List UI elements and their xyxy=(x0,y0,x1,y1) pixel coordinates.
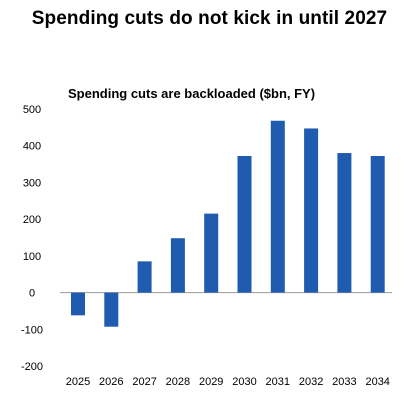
y-axis: -200 -100 0 100 200 300 400 500 xyxy=(21,104,43,373)
x-tick-label: 2029 xyxy=(199,376,223,388)
bar-2028 xyxy=(170,238,185,293)
bar-2031 xyxy=(270,120,285,293)
y-tick-label: 300 xyxy=(23,177,41,189)
x-tick-label: 2028 xyxy=(166,376,190,388)
y-tick-label: -100 xyxy=(21,324,43,336)
x-tick-label: 2027 xyxy=(132,376,156,388)
bar-2033 xyxy=(337,153,352,293)
x-tick-label: 2025 xyxy=(66,376,90,388)
x-axis: 2025 2026 2027 2028 2029 2030 2031 2032 2033 2034 xyxy=(66,376,390,388)
page-title: Spending cuts do not kick in until 2027 xyxy=(31,8,388,29)
bar-2030 xyxy=(237,155,252,293)
y-tick-label: 200 xyxy=(23,214,41,226)
x-tick-label: 2033 xyxy=(332,376,356,388)
x-tick-label: 2030 xyxy=(232,376,256,388)
bar-2026 xyxy=(104,292,119,327)
y-tick-label: 100 xyxy=(23,251,41,263)
y-tick-label: 500 xyxy=(23,104,41,116)
chart-subtitle: Spending cuts are backloaded ($bn, FY) xyxy=(68,86,315,101)
x-tick-label: 2032 xyxy=(299,376,323,388)
y-tick-label: 0 xyxy=(29,288,35,300)
x-tick-label: 2026 xyxy=(99,376,123,388)
bar-2034 xyxy=(370,155,385,293)
bar-2027 xyxy=(137,261,152,293)
bar-2029 xyxy=(204,213,219,293)
x-tick-label: 2031 xyxy=(266,376,290,388)
bars-group xyxy=(71,120,385,327)
y-tick-label: -200 xyxy=(21,361,43,373)
x-tick-label: 2034 xyxy=(365,376,389,388)
bar-2032 xyxy=(304,128,319,293)
bar-2025 xyxy=(71,292,85,316)
y-tick-label: 400 xyxy=(23,141,41,153)
